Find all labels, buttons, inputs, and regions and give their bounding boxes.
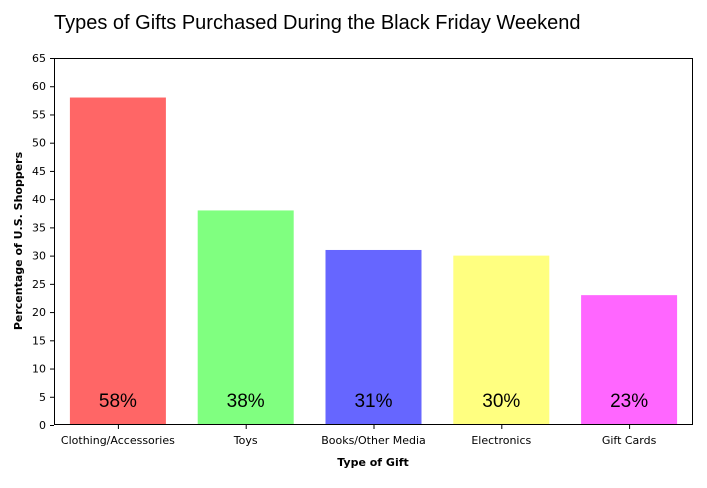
y-tick-label: 35 [32, 221, 46, 234]
y-axis-ticks: 0 5 10 15 20 25 30 35 40 45 50 55 60 65 [32, 52, 54, 432]
y-tick-label: 10 [32, 363, 46, 376]
data-labels: 58% 38% 31% 30% 23% [99, 391, 648, 412]
bar-electronics [453, 255, 550, 425]
y-tick-label: 50 [32, 137, 46, 150]
chart-title: Types of Gifts Purchased During the Blac… [54, 12, 581, 34]
x-axis-ticks: Clothing/Accessories Toys Books/Other Medi… [61, 425, 657, 447]
y-tick-label: 40 [32, 193, 46, 206]
y-tick-label: 65 [32, 52, 46, 65]
x-tick-label: Clothing/Accessories [61, 434, 175, 447]
bar-books-other-media [325, 249, 422, 425]
y-tick-label: 25 [32, 278, 46, 291]
x-tick-label: Electronics [471, 434, 531, 447]
data-label: 23% [610, 391, 648, 412]
y-tick-label: 15 [32, 334, 46, 347]
y-tick-label: 0 [39, 419, 46, 432]
data-label: 38% [227, 391, 265, 412]
y-tick-label: 60 [32, 80, 46, 93]
x-tick-label: Toys [233, 434, 258, 447]
y-tick-label: 5 [39, 391, 46, 404]
bar-toys [197, 210, 294, 425]
y-tick-label: 55 [32, 108, 46, 121]
x-axis-title: Type of Gift [337, 456, 409, 469]
x-tick-label: Books/Other Media [321, 434, 426, 447]
y-tick-label: 30 [32, 250, 46, 263]
plot-area-frame [54, 58, 693, 425]
data-label: 58% [99, 391, 137, 412]
bar-gift-cards [581, 295, 678, 425]
y-tick-label: 20 [32, 306, 46, 319]
bar-clothing-accessories [69, 97, 166, 426]
x-tick-label: Gift Cards [602, 434, 657, 447]
y-axis-title: Percentage of U.S. Shoppers [12, 151, 25, 330]
bars [69, 97, 678, 426]
data-label: 31% [354, 391, 392, 412]
y-tick-label: 45 [32, 165, 46, 178]
data-label: 30% [482, 391, 520, 412]
